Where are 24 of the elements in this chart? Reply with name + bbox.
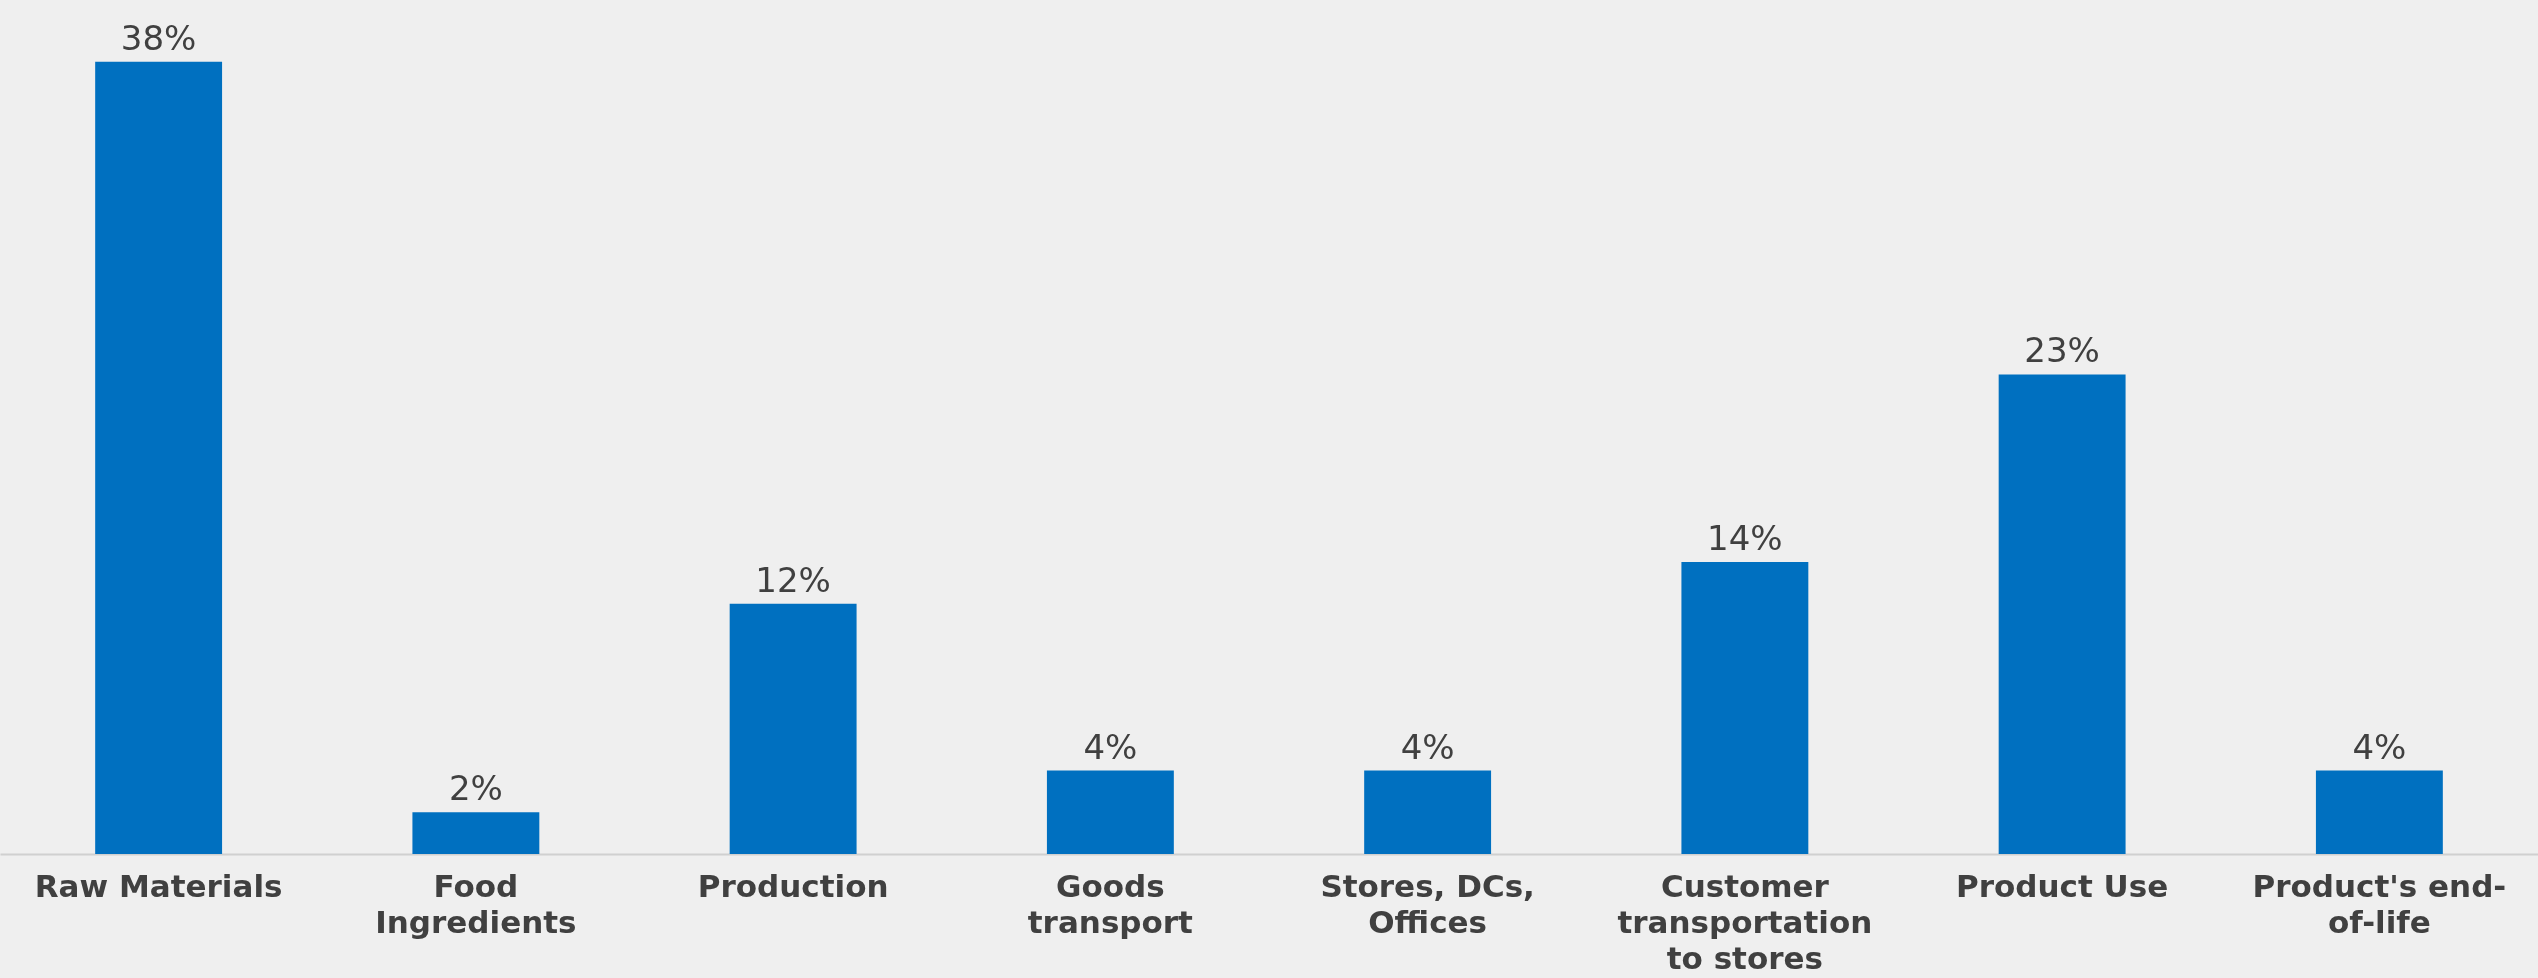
bar [95,61,223,854]
bar [1046,770,1174,854]
bar [412,812,540,854]
data-label: 14% [1707,518,1783,559]
data-label: 2% [448,768,503,809]
x-tick-label: Customer transportation to stores [1617,867,1873,976]
bar [1998,374,2126,854]
data-label: 38% [120,17,197,58]
bar [2315,770,2443,854]
bar [1681,562,1809,854]
x-tick-label: Production [697,867,889,904]
x-tick-label: Goods transport [1027,867,1194,940]
data-label: 4% [1400,726,1455,767]
x-tick-label: Raw Materials [34,867,283,904]
data-label: 12% [755,559,831,600]
data-label: 4% [1083,726,1138,767]
x-tick-label: Food Ingredients [375,867,577,940]
bar [1364,770,1492,854]
x-tick-label: Product's end-of-life [2252,867,2507,940]
data-label: 23% [2024,330,2100,371]
x-tick-label: Product Use [1956,867,2169,904]
x-tick-label: Stores, DCs, Offices [1320,867,1535,940]
bar [729,603,857,854]
data-label: 4% [2352,726,2407,767]
